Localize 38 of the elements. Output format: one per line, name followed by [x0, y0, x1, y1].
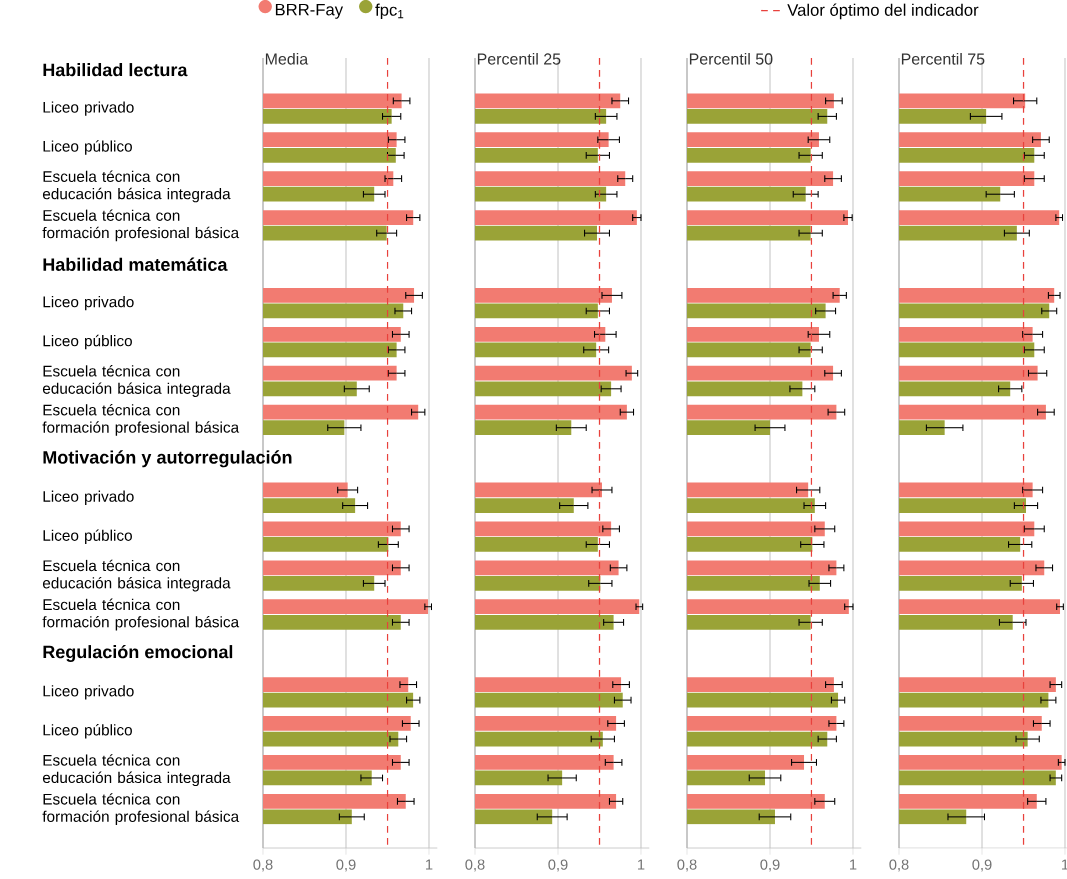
y-tick-label: Liceo privado [43, 490, 134, 505]
x-tick-label: 1 [426, 859, 433, 870]
y-tick-label: Escuela técnica con formación profesional básica [42, 404, 240, 436]
x-tick-label: 0,8 [677, 859, 697, 872]
y-tick-label: Motivación y autorregulación [43, 450, 292, 468]
chart-title: Percentil 50 [689, 52, 773, 65]
x-tick-label: 0,9 [336, 859, 356, 872]
y-tick-label: Liceo público [43, 529, 132, 544]
y-tick-label: Liceo privado [43, 685, 134, 700]
x-tick-label: 0,9 [548, 859, 568, 872]
chart-title: Media [265, 52, 309, 65]
y-tick-label: Escuela técnica con formación profesional básica [42, 598, 240, 631]
legend-label: fpc$_{1}$ [375, 3, 404, 20]
y-tick-label: Escuela técnica con formación profesional básica [42, 793, 240, 825]
y-tick-label: Escuela técnica con formación profesional básica [42, 209, 240, 242]
x-tick-label: 0,8 [465, 859, 485, 872]
y-tick-label: Escuela técnica con educación básica integrada [42, 559, 231, 592]
x-tick-label: 0,8 [253, 859, 273, 872]
y-tick-label: Liceo público [43, 724, 132, 739]
y-tick-label: Liceo privado [43, 296, 134, 311]
y-tick-label: Liceo privado [43, 101, 134, 116]
x-tick-label: 0,9 [972, 859, 992, 872]
x-tick-label: 1 [850, 859, 857, 870]
y-tick-label: Habilidad lectura [43, 63, 188, 77]
y-tick-label: Regulación emocional [43, 644, 233, 662]
chart-title: Percentil 75 [901, 52, 985, 65]
x-tick-label: 0,9 [760, 859, 780, 872]
chart-title: Percentil 25 [477, 52, 561, 65]
y-tick-label: Liceo público [43, 334, 132, 350]
x-tick-label: 1 [638, 859, 645, 870]
y-tick-label: Escuela técnica con educación básica integrada [42, 170, 231, 203]
y-tick-label: Escuela técnica con educación básica integrada [42, 754, 231, 787]
x-tick-label: 0,8 [889, 859, 909, 872]
y-tick-label: Escuela técnica con educación básica integrada [42, 365, 231, 397]
legend-label: BRR-Fay [275, 3, 344, 19]
y-tick-label: Liceo público [43, 140, 132, 155]
y-tick-label: Habilidad matemática [43, 257, 228, 271]
legend-label: Valor óptimo del indicador [787, 3, 979, 20]
